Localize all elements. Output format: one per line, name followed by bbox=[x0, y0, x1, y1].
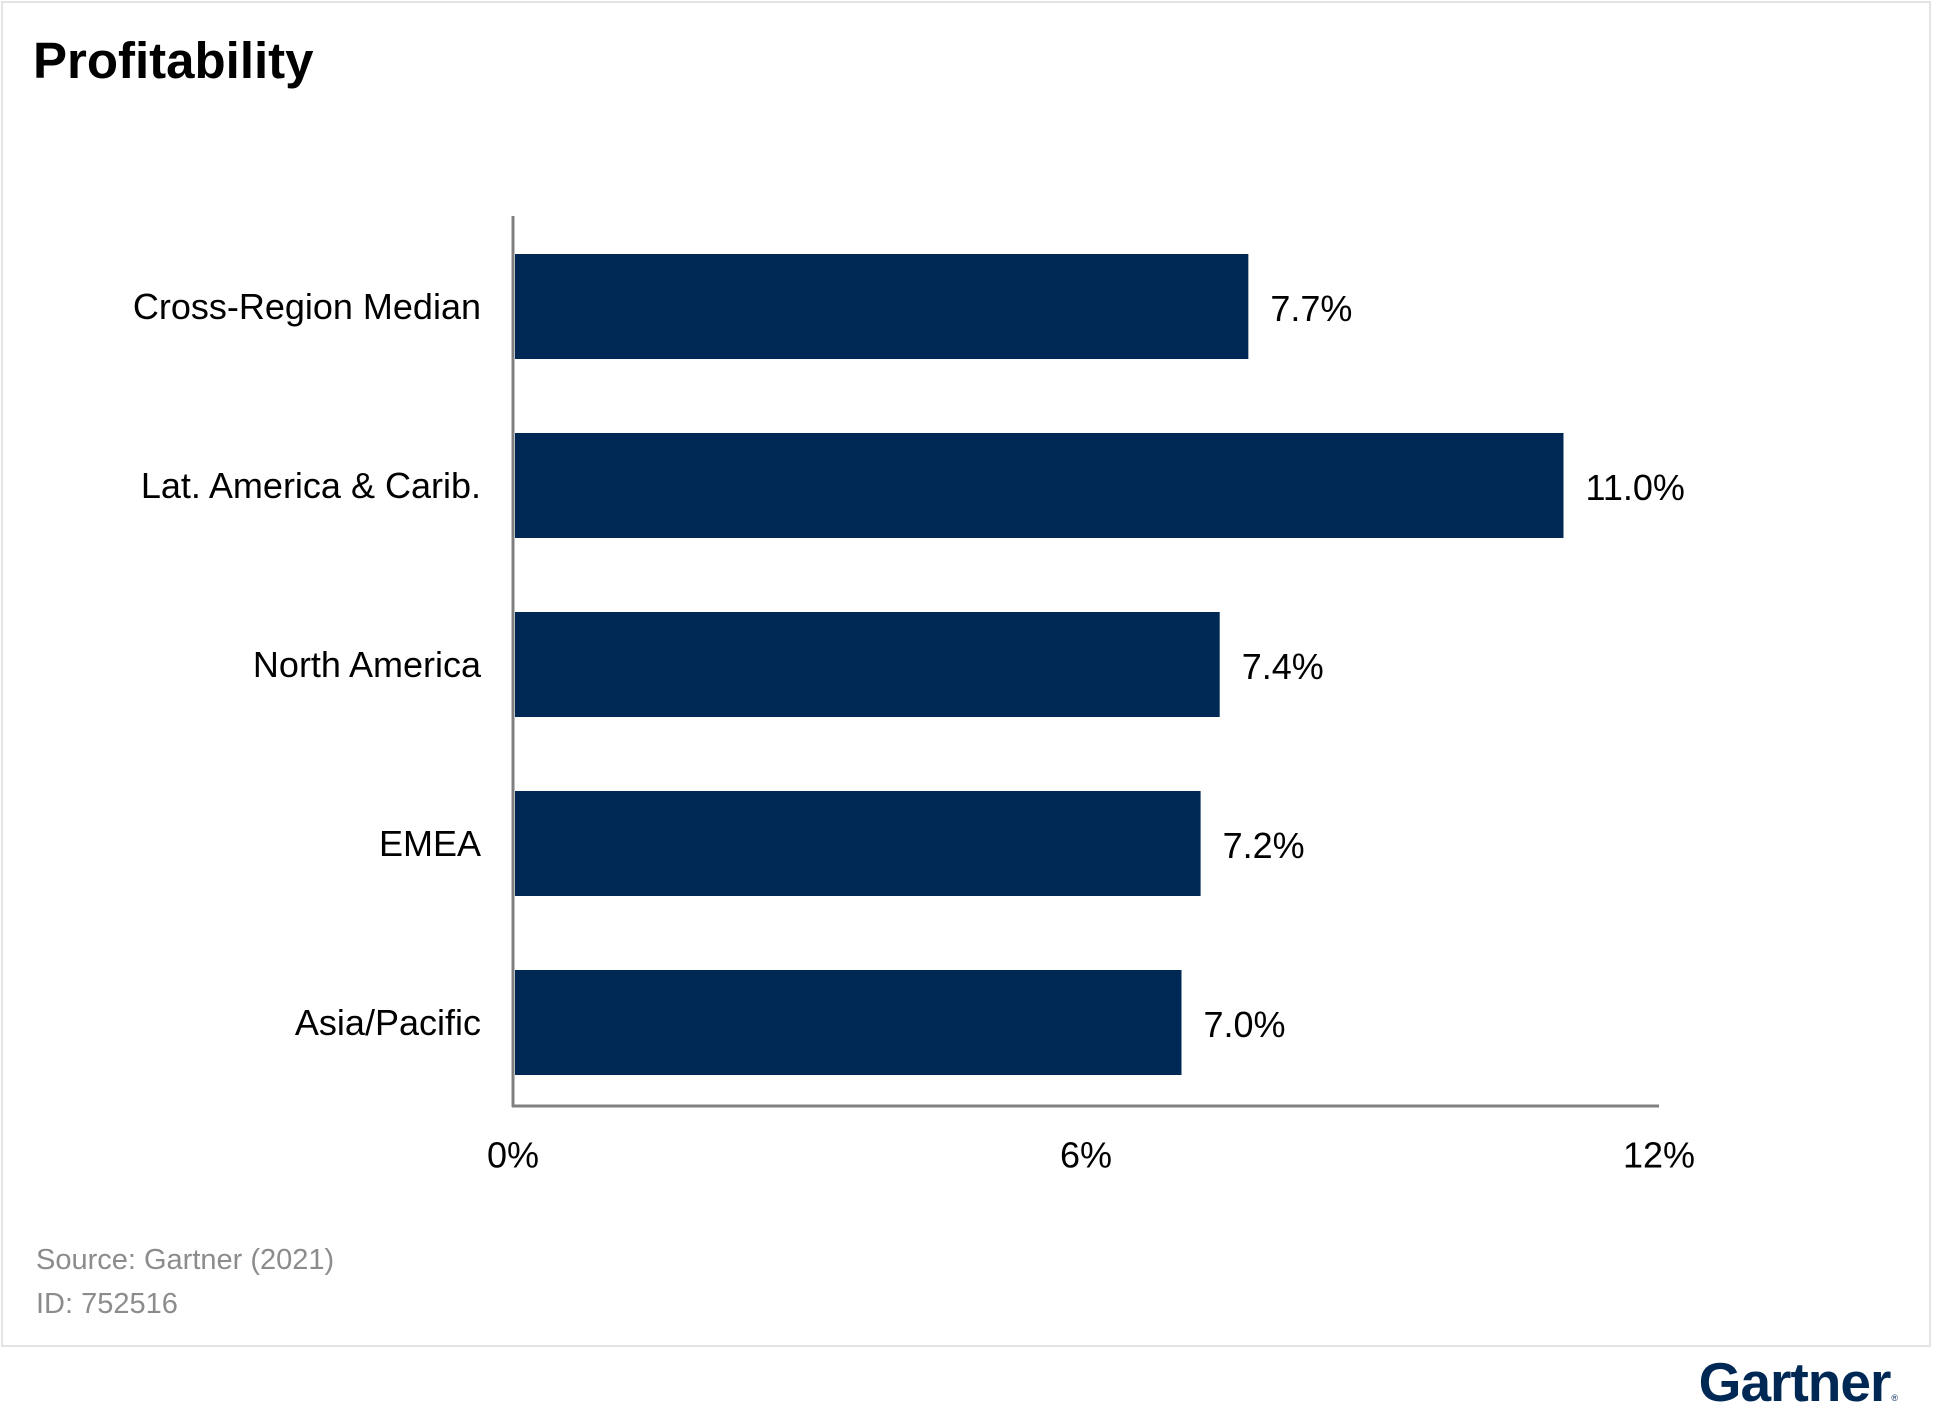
logo-text: Gartner bbox=[1698, 1351, 1892, 1413]
bar-chart: Cross-Region Median 7.7% Lat. America & Ca… bbox=[133, 216, 1695, 1176]
x-tick-label: 12% bbox=[1623, 1135, 1695, 1176]
x-tick-label: 6% bbox=[1060, 1135, 1112, 1176]
gartner-logo: Gartner® bbox=[1698, 1350, 1898, 1414]
category-label: Cross-Region Median bbox=[133, 286, 481, 327]
category-label: North America bbox=[253, 644, 482, 685]
bar bbox=[515, 433, 1564, 538]
source-note: Source: Gartner (2021) bbox=[36, 1244, 335, 1276]
data-label: 11.0% bbox=[1586, 467, 1685, 508]
bar bbox=[515, 254, 1249, 359]
data-label: 7.0% bbox=[1204, 1004, 1286, 1045]
chart-title: Profitability bbox=[33, 32, 314, 89]
category-label: Asia/Pacific bbox=[295, 1002, 481, 1043]
data-label: 7.7% bbox=[1270, 288, 1352, 329]
bar bbox=[515, 970, 1182, 1075]
category-label: EMEA bbox=[379, 823, 481, 864]
category-label: Lat. America & Carib. bbox=[141, 465, 481, 506]
data-label: 7.4% bbox=[1242, 646, 1324, 687]
bar bbox=[515, 791, 1201, 896]
bar bbox=[515, 612, 1220, 717]
registered-mark: ® bbox=[1891, 1393, 1898, 1403]
document-id: ID: 752516 bbox=[36, 1288, 178, 1320]
x-tick-label: 0% bbox=[487, 1135, 539, 1176]
chart-frame: Profitability Cross-Region Median 7.7% Lat… bbox=[1, 1, 1931, 1347]
data-label: 7.2% bbox=[1223, 825, 1305, 866]
